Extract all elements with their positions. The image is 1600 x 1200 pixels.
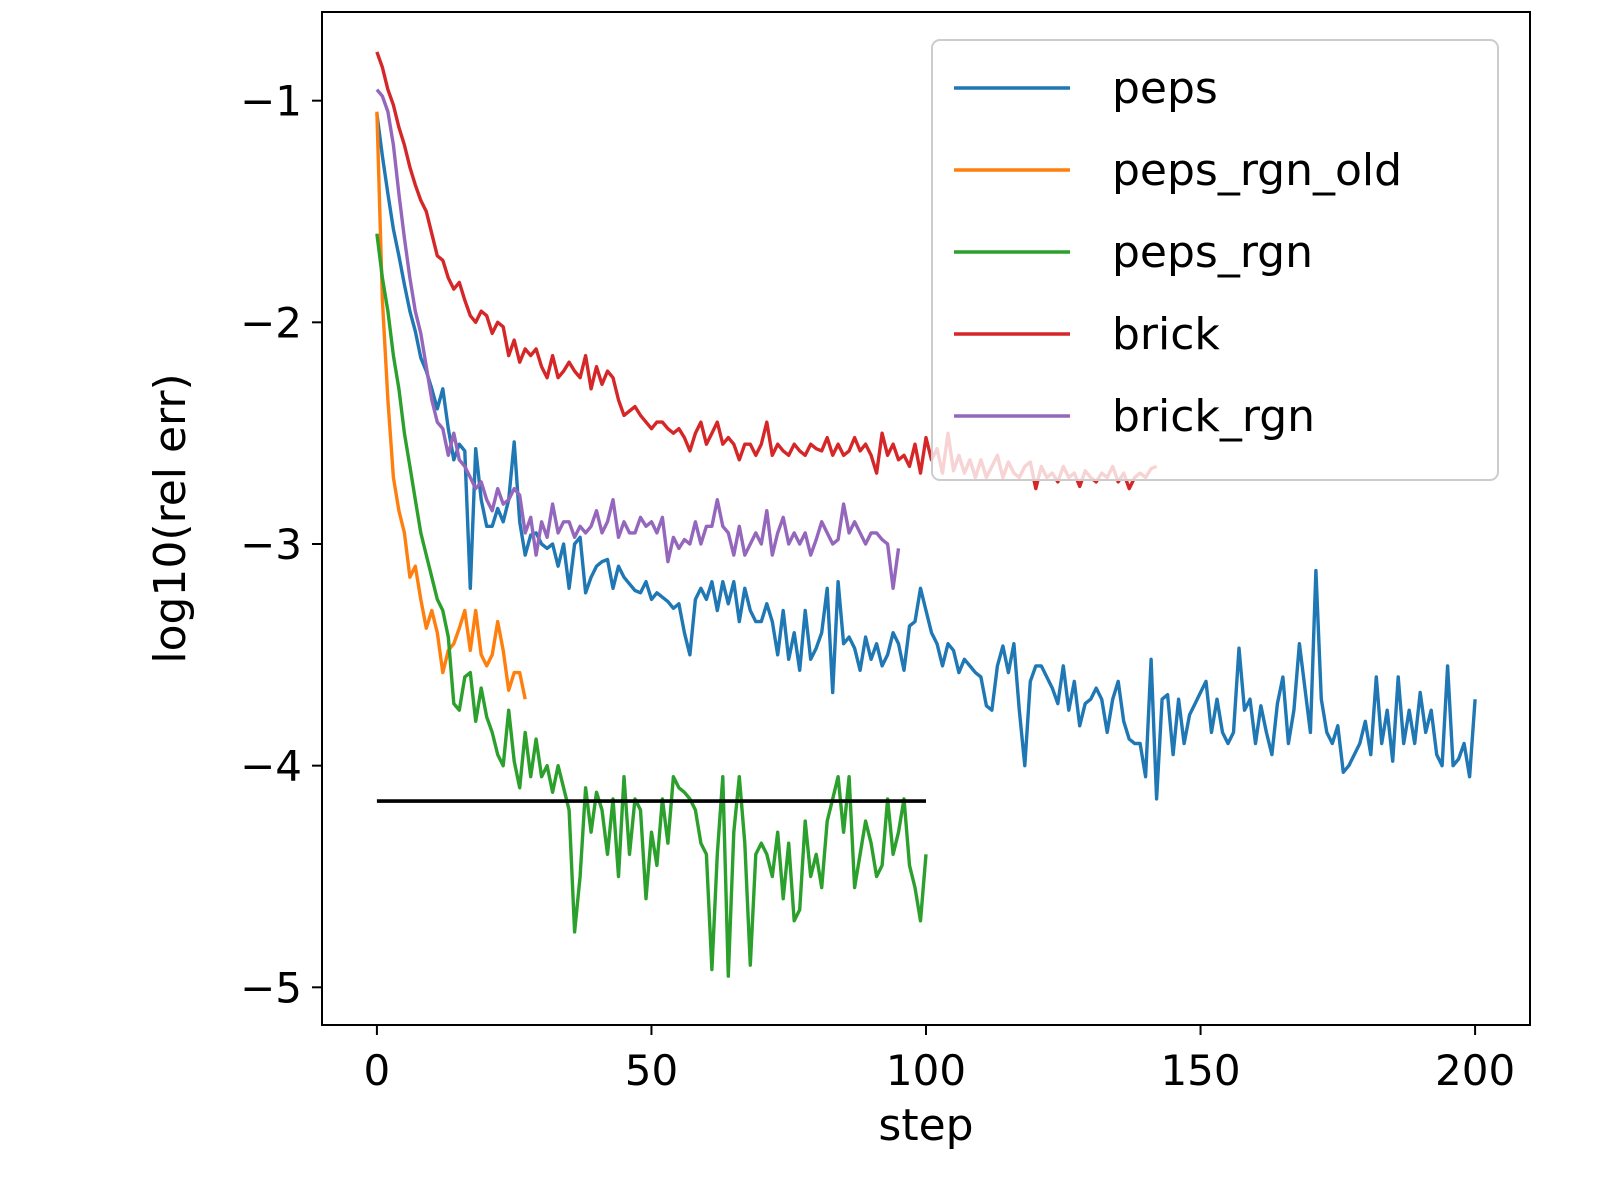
- x-tick-label: 50: [625, 1046, 678, 1095]
- legend-label-peps: peps: [1112, 63, 1218, 114]
- legend-label-brick: brick: [1112, 309, 1220, 360]
- x-tick-label: 200: [1435, 1046, 1515, 1095]
- legend-label-peps-rgn: peps_rgn: [1112, 227, 1313, 278]
- y-axis-label: log10(rel err): [145, 373, 196, 663]
- legend-label-peps-rgn-old: peps_rgn_old: [1112, 145, 1402, 196]
- x-tick-label: 150: [1160, 1046, 1240, 1095]
- y-tick-label: −2: [240, 298, 302, 347]
- series-line-brick-rgn: [375, 88, 901, 590]
- y-tick-label: −4: [240, 742, 302, 791]
- series-line-peps: [375, 113, 1477, 801]
- legend-box: [931, 39, 1499, 481]
- x-axis-ticks: 0 50 100 150 200: [364, 1025, 1515, 1095]
- series-line-peps-rgn: [375, 233, 928, 978]
- y-tick-label: −1: [240, 77, 302, 126]
- x-tick-label: 100: [886, 1046, 966, 1095]
- y-tick-label: −3: [240, 520, 302, 569]
- series-line-peps-rgn-old: [375, 111, 527, 700]
- y-axis-ticks: −1 −2 −3 −4 −5: [240, 77, 322, 1012]
- legend-label-brick-rgn: brick_rgn: [1112, 391, 1315, 442]
- x-tick-label: 0: [364, 1046, 391, 1095]
- series-layer: [375, 51, 1477, 978]
- y-tick-label: −5: [240, 963, 302, 1012]
- x-axis-label: step: [878, 1100, 973, 1151]
